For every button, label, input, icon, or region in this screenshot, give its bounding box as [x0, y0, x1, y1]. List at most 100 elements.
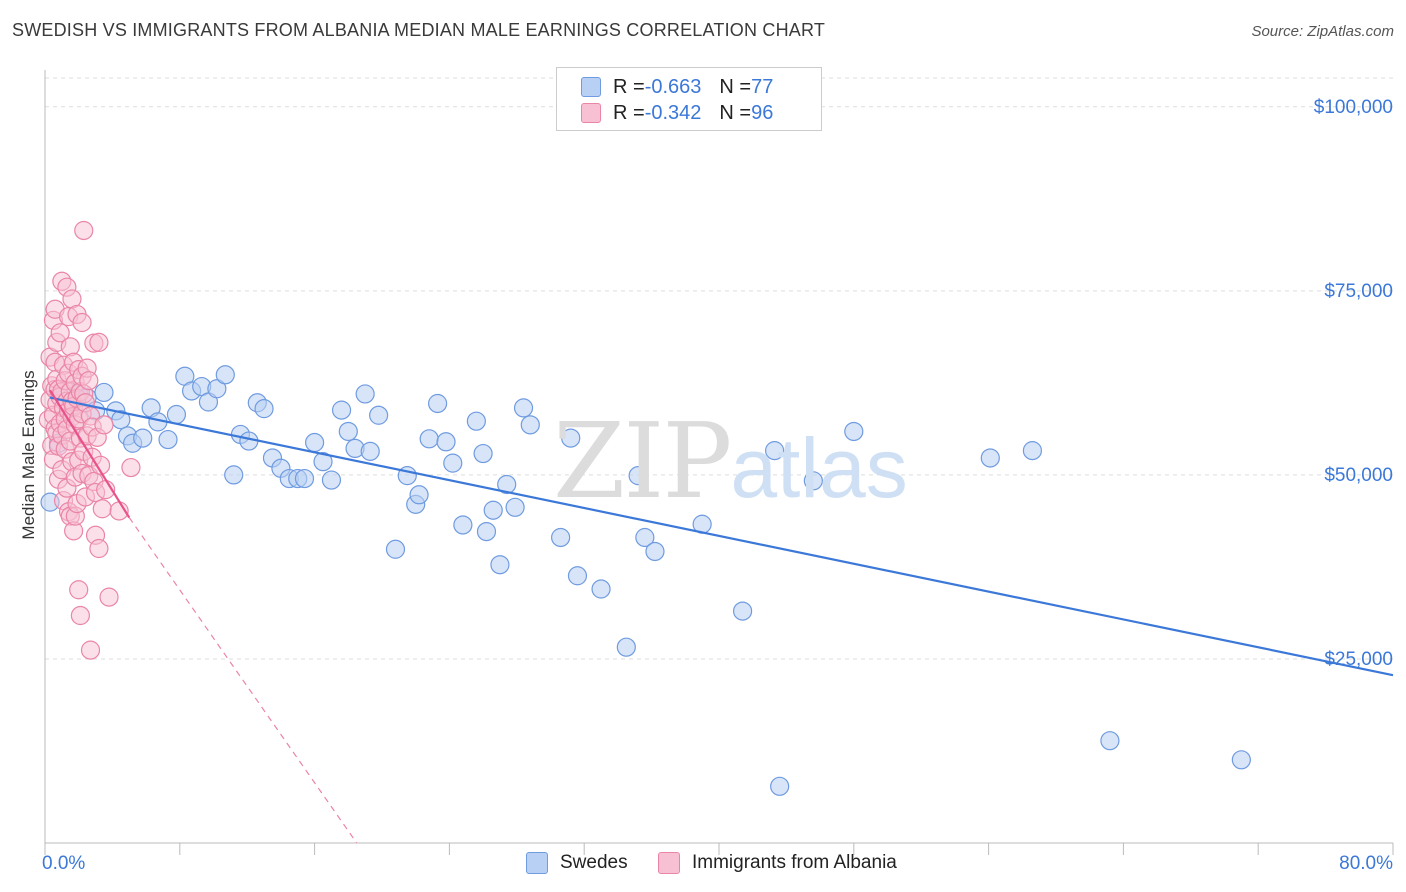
swedes-point-46[interactable]: [419, 429, 439, 449]
swedes-point-48[interactable]: [436, 432, 456, 452]
n-label: N =: [719, 101, 752, 124]
y-tick-label-2: $75,000: [1324, 281, 1393, 302]
albania-point-95[interactable]: [121, 457, 141, 478]
albania-point-91[interactable]: [94, 415, 114, 435]
swedes-point-52[interactable]: [473, 443, 493, 464]
swedes-point-57[interactable]: [505, 497, 525, 517]
swedes-point-59[interactable]: [520, 415, 540, 435]
swedes-point-50[interactable]: [453, 515, 473, 535]
albania-point-89[interactable]: [91, 455, 111, 475]
swedes-point-37[interactable]: [338, 421, 358, 442]
swedes-point-40[interactable]: [360, 441, 380, 461]
x-tick-label-max: 80.0%: [1339, 853, 1393, 874]
swedes-point-27[interactable]: [254, 399, 274, 419]
swedes-point-45[interactable]: [409, 485, 429, 505]
swedes-point-55[interactable]: [490, 555, 510, 575]
swedes-point-54[interactable]: [483, 500, 503, 520]
swedes-point-21[interactable]: [207, 379, 227, 399]
swedes-point-67[interactable]: [645, 541, 665, 562]
y-tick-label-0: $25,000: [1324, 649, 1393, 670]
swedes-point-77[interactable]: [1231, 750, 1251, 770]
albania-trend-extension: [128, 517, 358, 844]
swedes-point-56[interactable]: [497, 474, 517, 495]
swedes-point-39[interactable]: [355, 384, 375, 404]
swedes-point-35[interactable]: [321, 470, 342, 490]
swedes-point-33[interactable]: [305, 432, 325, 453]
swedes-point-71[interactable]: [770, 776, 790, 796]
albania-legend-label: Immigrants from Albania: [692, 852, 897, 873]
trend-lines: [49, 389, 1394, 844]
swedes-point-22[interactable]: [215, 365, 235, 385]
albania-point-93[interactable]: [99, 587, 119, 607]
albania-point-64[interactable]: [70, 605, 90, 626]
albania-point-65[interactable]: [72, 312, 92, 333]
swedes-trend-line: [49, 396, 1394, 677]
swedes-swatch: [581, 77, 601, 97]
n-value: 96: [751, 101, 774, 124]
swedes-point-61[interactable]: [561, 428, 581, 448]
watermark-zip: ZIP: [553, 400, 732, 522]
swedes-point-65[interactable]: [628, 466, 648, 486]
stats-legend: R = -0.663 N = 77 R = -0.342 N = 96: [556, 67, 822, 131]
swedes-point-62[interactable]: [567, 566, 588, 586]
swedes-point-72[interactable]: [803, 471, 823, 491]
swedes-point-16[interactable]: [166, 404, 187, 425]
swedes-point-7[interactable]: [94, 382, 114, 403]
albania-point-61[interactable]: [69, 580, 89, 600]
legend-item-swedes[interactable]: Swedes: [526, 852, 628, 874]
r-label: R =: [613, 101, 645, 124]
albania-point-76[interactable]: [79, 371, 99, 391]
swedes-point-66[interactable]: [635, 527, 655, 548]
albania-swatch: [581, 103, 601, 123]
swedes-points: [40, 365, 1251, 796]
r-value: -0.342: [644, 101, 702, 124]
legend-row-albania: R = -0.342 N = 96: [581, 101, 773, 125]
swedes-point-63[interactable]: [591, 579, 611, 599]
albania-point-88[interactable]: [89, 538, 109, 559]
albania-points: [38, 220, 141, 660]
legend-item-albania[interactable]: Immigrants from Albania: [658, 852, 897, 874]
swedes-point-58[interactable]: [513, 398, 534, 418]
y-tick-labels: $25,000 $50,000 $75,000 $100,000: [1314, 97, 1393, 670]
albania-point-87[interactable]: [89, 332, 109, 352]
swedes-point-76[interactable]: [1100, 731, 1120, 751]
albania-trend-line: [49, 389, 131, 519]
swedes-legend-swatch: [526, 852, 548, 874]
albania-point-69[interactable]: [74, 220, 94, 241]
swedes-point-47[interactable]: [428, 393, 448, 414]
swedes-point-53[interactable]: [476, 521, 497, 542]
swedes-point-74[interactable]: [980, 448, 1000, 468]
swedes-point-15[interactable]: [158, 429, 178, 450]
legend-row-swedes: R = -0.663 N = 77: [581, 75, 773, 99]
swedes-point-75[interactable]: [1022, 441, 1043, 461]
watermark-atlas: atlas: [730, 421, 908, 515]
albania-point-90[interactable]: [92, 499, 112, 519]
swedes-point-51[interactable]: [466, 411, 486, 431]
swedes-point-12[interactable]: [133, 428, 153, 448]
watermark: ZIPatlas: [553, 400, 908, 522]
swedes-point-42[interactable]: [385, 539, 406, 559]
swedes-point-60[interactable]: [551, 527, 571, 548]
albania-point-40[interactable]: [60, 337, 80, 357]
y-tick-label-3: $100,000: [1314, 97, 1393, 118]
swedes-point-23[interactable]: [224, 465, 244, 485]
n-label: N =: [719, 75, 752, 98]
albania-point-78[interactable]: [80, 640, 101, 660]
chart-title: SWEDISH VS IMMIGRANTS FROM ALBANIA MEDIA…: [12, 20, 826, 40]
swedes-point-32[interactable]: [294, 468, 315, 489]
swedes-point-49[interactable]: [443, 453, 463, 473]
swedes-point-70[interactable]: [765, 441, 785, 461]
albania-point-19[interactable]: [50, 323, 70, 343]
swedes-point-73[interactable]: [844, 421, 864, 442]
swedes-point-69[interactable]: [732, 601, 753, 621]
swedes-point-34[interactable]: [313, 452, 333, 472]
swedes-point-36[interactable]: [331, 400, 352, 420]
y-axis-title: Median Male Earnings: [19, 370, 38, 539]
albania-legend-swatch: [658, 852, 680, 874]
swedes-point-41[interactable]: [369, 405, 389, 425]
gridlines: [45, 77, 1393, 660]
source-credit: Source: ZipAtlas.com: [1251, 23, 1394, 40]
swedes-point-64[interactable]: [616, 637, 636, 657]
x-tick-label-min: 0.0%: [42, 853, 85, 874]
